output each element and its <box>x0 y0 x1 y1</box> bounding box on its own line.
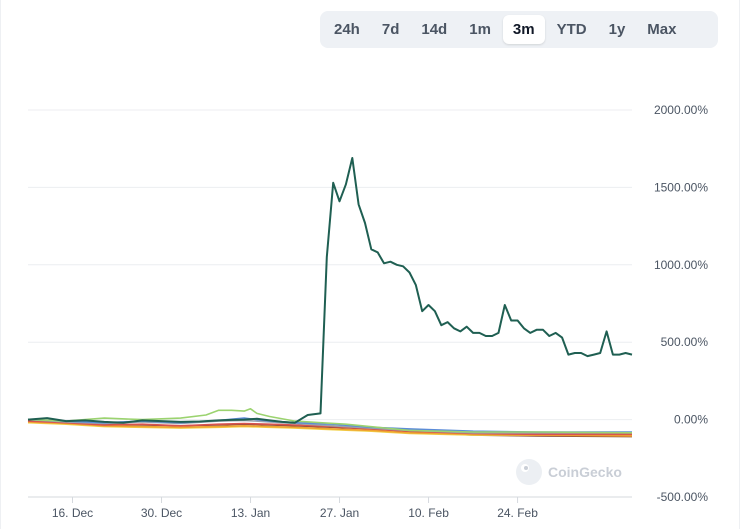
range-button-1m[interactable]: 1m <box>459 15 501 44</box>
series-line-0 <box>27 157 633 424</box>
grid-layer <box>28 109 632 498</box>
range-button-max[interactable]: Max <box>637 15 686 44</box>
x-tick-label: 10. Feb <box>408 506 449 520</box>
series-layer <box>27 157 633 438</box>
x-axis: 16. Dec 30. Dec 13. Jan 27. Jan 10. Feb 24. F… <box>28 496 632 520</box>
range-button-1y[interactable]: 1y <box>599 15 636 44</box>
range-button-24h[interactable]: 24h <box>324 15 370 44</box>
y-tick-label: -500.00% <box>657 490 709 504</box>
range-button-14d[interactable]: 14d <box>411 15 457 44</box>
range-button-3m[interactable]: 3m <box>502 15 545 44</box>
y-tick-label: 0.00% <box>674 413 708 427</box>
x-tick-label: 24. Feb <box>497 506 538 520</box>
x-tick-label: 27. Jan <box>320 506 359 520</box>
range-button-ytd[interactable]: YTD <box>547 15 597 44</box>
watermark-label: CoinGecko <box>548 464 622 480</box>
y-tick-label: 1000.00% <box>654 258 708 272</box>
y-tick-label: 500.00% <box>661 335 709 349</box>
y-tick-label: 1500.00% <box>654 180 708 194</box>
y-axis: 2000.00% 1500.00% 1000.00% 500.00% 0.00% -500… <box>654 103 708 504</box>
coingecko-watermark: CoinGecko <box>516 459 622 485</box>
x-tick-label: 30. Dec <box>141 506 182 520</box>
x-tick-label: 13. Jan <box>231 506 270 520</box>
x-tick-label: 16. Dec <box>52 506 93 520</box>
series-line-5 <box>27 421 633 437</box>
frame-left-edge <box>0 0 1 529</box>
y-tick-label: 2000.00% <box>654 103 708 117</box>
series-line-1 <box>27 407 633 434</box>
coingecko-logo-icon <box>516 459 542 485</box>
range-button-7d[interactable]: 7d <box>372 15 410 44</box>
time-range-selector: 24h 7d 14d 1m 3m YTD 1y Max <box>320 11 718 48</box>
